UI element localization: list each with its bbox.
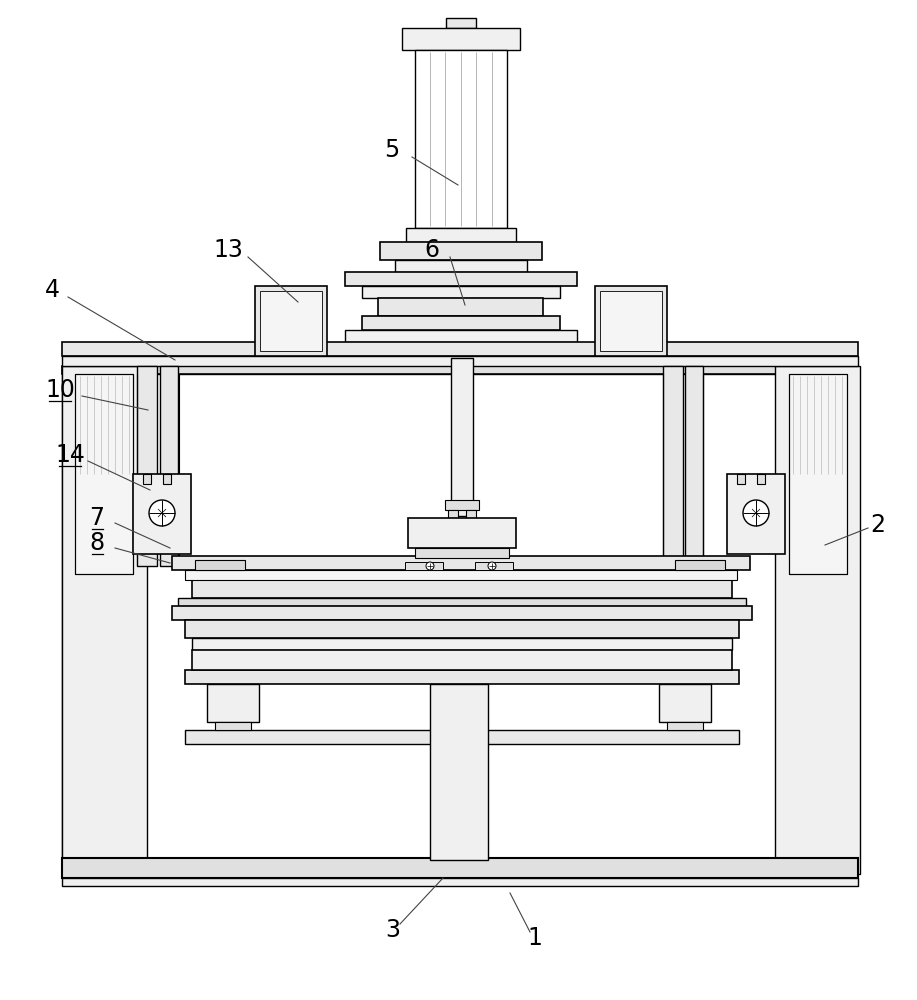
Bar — [789, 374, 847, 574]
Bar — [475, 562, 513, 570]
Text: 13: 13 — [213, 238, 243, 262]
Bar — [75, 374, 133, 574]
Bar — [62, 366, 74, 874]
Text: 1: 1 — [527, 926, 543, 950]
Bar — [380, 242, 542, 260]
Bar — [62, 366, 858, 374]
Bar — [600, 291, 662, 351]
Bar — [727, 474, 785, 554]
Bar — [160, 366, 178, 566]
Bar — [137, 366, 157, 566]
Bar — [75, 374, 133, 574]
Bar — [172, 556, 750, 570]
Bar — [415, 50, 507, 228]
Text: 2: 2 — [870, 513, 886, 537]
Text: 7: 7 — [90, 506, 105, 530]
Bar — [255, 286, 327, 356]
Bar — [402, 28, 520, 50]
Bar — [260, 291, 322, 351]
Bar — [415, 548, 509, 558]
Bar — [185, 670, 739, 684]
Bar — [775, 366, 860, 874]
Text: 10: 10 — [45, 378, 75, 402]
Circle shape — [426, 562, 434, 570]
Bar — [185, 570, 737, 580]
Bar — [362, 316, 560, 330]
Bar — [192, 638, 732, 650]
Bar — [408, 518, 516, 548]
Bar — [143, 474, 151, 484]
Bar — [685, 366, 703, 566]
Bar — [445, 500, 479, 510]
Bar — [62, 860, 858, 874]
Bar — [207, 684, 259, 722]
Bar — [667, 722, 703, 730]
Text: 3: 3 — [385, 918, 401, 942]
Bar — [133, 474, 191, 554]
Bar — [62, 878, 858, 886]
Text: 14: 14 — [55, 443, 85, 467]
Bar — [62, 858, 858, 878]
Text: 8: 8 — [90, 531, 105, 555]
Bar — [192, 580, 732, 598]
Bar — [62, 366, 147, 874]
Bar — [345, 272, 577, 286]
Bar — [430, 684, 488, 860]
Bar — [362, 286, 560, 298]
Bar — [62, 356, 858, 366]
Circle shape — [149, 500, 175, 526]
Text: 5: 5 — [384, 138, 400, 162]
Bar — [405, 562, 443, 570]
Bar — [185, 620, 739, 638]
Bar — [192, 650, 732, 670]
Bar — [675, 560, 725, 570]
Bar — [448, 510, 458, 518]
Bar — [406, 228, 516, 242]
Bar — [378, 298, 543, 316]
Circle shape — [743, 500, 769, 526]
Bar — [215, 722, 251, 730]
Bar — [663, 366, 683, 566]
Text: 6: 6 — [425, 238, 439, 262]
Bar — [451, 358, 473, 516]
Bar — [757, 474, 765, 484]
Bar — [466, 510, 476, 518]
Bar — [185, 730, 739, 744]
Bar — [172, 606, 752, 620]
Bar — [163, 474, 171, 484]
Circle shape — [488, 562, 496, 570]
Bar — [659, 684, 711, 722]
Bar — [178, 598, 746, 606]
Bar — [74, 374, 846, 864]
Bar — [345, 330, 577, 342]
Bar — [446, 18, 476, 28]
Bar — [595, 286, 667, 356]
Bar — [195, 560, 245, 570]
Bar — [395, 260, 527, 272]
Bar — [737, 474, 745, 484]
Text: 4: 4 — [45, 278, 60, 302]
Bar — [62, 342, 858, 356]
Bar — [789, 374, 847, 574]
Bar — [846, 366, 858, 874]
